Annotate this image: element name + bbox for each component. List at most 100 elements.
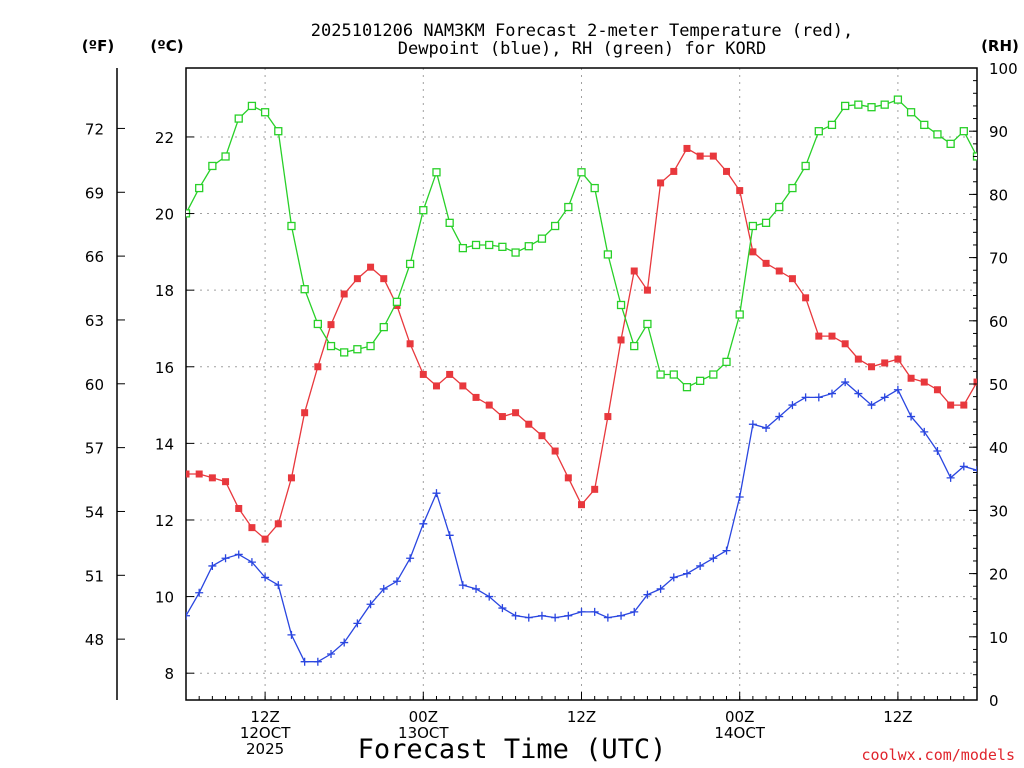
tick-label-rh-10: 10 xyxy=(989,629,1008,647)
point-1-34 xyxy=(630,607,639,616)
point-2-59 xyxy=(959,127,968,136)
point-1-46 xyxy=(788,401,797,410)
point-1-26 xyxy=(524,613,533,622)
point-1-42 xyxy=(735,492,744,501)
point-1-40 xyxy=(709,554,718,563)
tick-label-c-20: 20 xyxy=(155,206,174,224)
point-1-24 xyxy=(498,604,507,613)
tick-label-c-8: 8 xyxy=(164,665,174,683)
point-0-35 xyxy=(643,286,651,294)
point-2-37 xyxy=(669,370,678,379)
series-line-0 xyxy=(186,147,977,541)
point-1-43 xyxy=(748,420,757,429)
tick-label-rh-50: 50 xyxy=(989,376,1008,394)
series-0 xyxy=(186,144,977,543)
tick-label-x-6-1: 12OCT xyxy=(240,724,291,742)
point-1-58 xyxy=(946,473,955,482)
point-0-27 xyxy=(538,432,546,440)
unit-rh: (RH) xyxy=(981,37,1019,55)
point-0-28 xyxy=(551,447,559,455)
point-0-20 xyxy=(446,370,454,378)
point-2-49 xyxy=(827,120,837,130)
point-0-38 xyxy=(683,144,691,152)
tick-label-f-69: 69 xyxy=(85,184,104,202)
point-1-41 xyxy=(722,546,731,555)
point-2-18 xyxy=(419,206,428,215)
tick-label-c-14: 14 xyxy=(155,435,174,453)
point-1-20 xyxy=(445,531,454,540)
point-0-55 xyxy=(907,374,915,382)
point-2-19 xyxy=(432,168,441,177)
point-1-53 xyxy=(880,393,889,402)
tick-label-c-22: 22 xyxy=(155,129,174,147)
point-1-23 xyxy=(485,592,494,601)
point-1-30 xyxy=(577,607,586,616)
point-1-54 xyxy=(893,385,902,394)
point-2-36 xyxy=(656,370,665,379)
point-1-48 xyxy=(814,393,823,402)
title-line-1: 2025101206 NAM3KM Forecast 2-meter Tempe… xyxy=(311,21,853,41)
point-2-54 xyxy=(893,95,903,104)
point-2-45 xyxy=(775,202,784,212)
point-1-55 xyxy=(907,412,916,421)
point-2-39 xyxy=(696,376,705,385)
point-0-24 xyxy=(498,413,506,421)
point-0-13 xyxy=(353,275,361,283)
tick-label-x-42-1: 14OCT xyxy=(714,724,765,742)
point-0-58 xyxy=(947,401,955,409)
tick-label-rh-30: 30 xyxy=(989,502,1008,520)
point-0-57 xyxy=(933,386,941,394)
point-1-29 xyxy=(564,611,573,620)
point-2-5 xyxy=(247,101,257,111)
point-1-45 xyxy=(775,412,784,421)
point-2-51 xyxy=(854,100,863,109)
point-0-60 xyxy=(973,378,977,386)
tick-label-x-6-2: 2025 xyxy=(246,740,284,758)
point-0-15 xyxy=(380,275,388,283)
point-1-10 xyxy=(313,657,322,666)
point-1-16 xyxy=(392,577,401,586)
point-1-7 xyxy=(274,581,283,590)
point-0-2 xyxy=(208,474,216,482)
point-0-21 xyxy=(459,382,467,390)
series-line-1 xyxy=(186,381,977,663)
point-1-15 xyxy=(379,584,388,593)
point-0-22 xyxy=(472,393,480,401)
point-1-35 xyxy=(643,590,652,599)
point-1-1 xyxy=(195,588,204,597)
point-1-8 xyxy=(287,630,296,639)
tick-label-f-51: 51 xyxy=(85,567,104,585)
point-1-36 xyxy=(656,584,665,593)
point-2-8 xyxy=(287,221,296,231)
point-1-21 xyxy=(458,581,467,590)
tick-label-c-18: 18 xyxy=(155,282,174,300)
point-2-46 xyxy=(788,183,797,193)
point-0-6 xyxy=(261,535,269,543)
tick-label-x-54-0: 12Z xyxy=(883,708,912,726)
series-2 xyxy=(186,95,977,392)
point-0-41 xyxy=(723,167,731,175)
point-1-37 xyxy=(669,573,678,582)
point-0-9 xyxy=(301,409,309,417)
point-2-21 xyxy=(458,243,468,253)
point-0-8 xyxy=(287,474,295,482)
point-0-45 xyxy=(775,267,783,275)
point-1-12 xyxy=(340,638,349,647)
point-0-0 xyxy=(186,470,190,478)
point-0-56 xyxy=(920,378,928,386)
point-2-9 xyxy=(300,285,309,294)
point-2-48 xyxy=(814,127,823,136)
series-1 xyxy=(186,378,977,666)
point-2-26 xyxy=(524,242,533,251)
tick-label-f-66: 66 xyxy=(85,248,104,266)
tick-label-rh-70: 70 xyxy=(989,250,1008,268)
point-1-2 xyxy=(208,561,217,570)
point-0-3 xyxy=(222,478,230,486)
grid-lines xyxy=(186,68,977,700)
point-2-27 xyxy=(537,234,547,243)
point-0-46 xyxy=(788,275,796,283)
point-1-18 xyxy=(419,519,428,528)
point-2-1 xyxy=(195,183,204,193)
point-2-6 xyxy=(260,108,270,117)
